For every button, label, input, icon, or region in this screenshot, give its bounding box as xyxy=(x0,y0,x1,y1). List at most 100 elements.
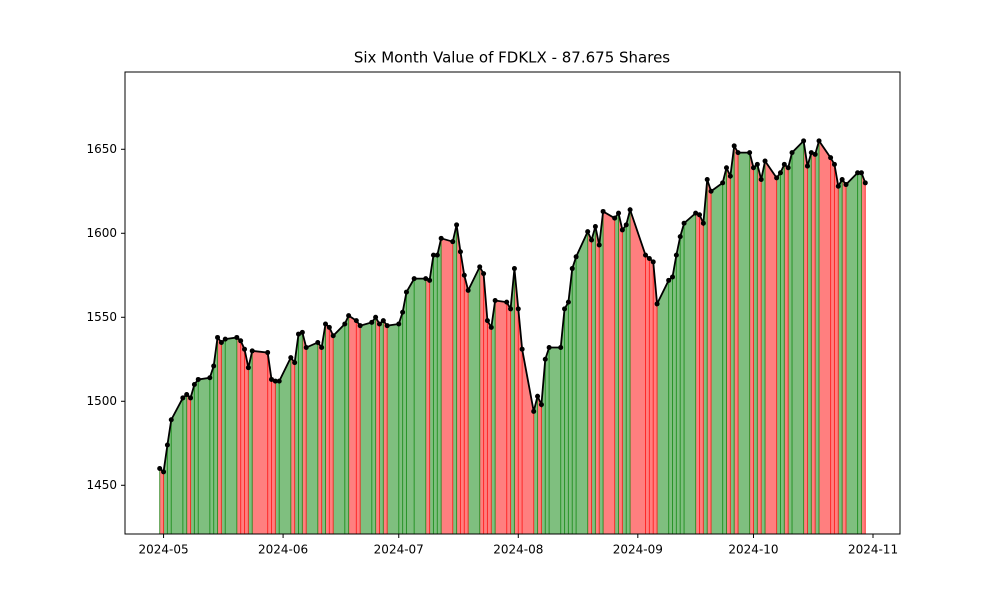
y-tick-label: 1450 xyxy=(86,478,117,492)
value-point xyxy=(157,465,163,471)
change-area xyxy=(622,224,627,534)
change-area xyxy=(514,268,519,534)
change-area xyxy=(846,172,858,535)
change-area xyxy=(321,324,326,534)
value-point xyxy=(218,339,224,345)
change-area xyxy=(834,164,839,534)
change-area xyxy=(182,394,187,534)
change-area xyxy=(294,334,299,534)
change-area xyxy=(348,315,357,534)
value-point xyxy=(215,334,221,340)
change-area xyxy=(429,255,434,534)
change-area xyxy=(333,324,345,534)
change-area xyxy=(159,468,164,534)
value-point xyxy=(299,329,305,335)
value-point xyxy=(330,333,336,339)
value-point xyxy=(619,227,625,233)
value-point xyxy=(754,161,760,167)
change-area xyxy=(699,214,704,535)
value-point xyxy=(862,180,868,186)
change-area xyxy=(190,384,195,534)
value-point xyxy=(492,297,498,303)
change-area xyxy=(614,213,619,534)
value-point xyxy=(531,408,537,414)
change-area xyxy=(603,211,615,534)
value-point xyxy=(450,239,456,245)
value-point xyxy=(238,338,244,344)
value-point xyxy=(384,323,390,329)
value-point xyxy=(430,252,436,258)
value-point xyxy=(677,234,683,240)
value-point xyxy=(195,376,201,382)
value-point xyxy=(835,183,841,189)
change-area xyxy=(653,261,658,534)
change-area xyxy=(329,327,334,534)
value-point xyxy=(735,150,741,156)
value-point xyxy=(184,392,190,398)
change-area xyxy=(722,167,727,534)
change-area xyxy=(267,352,272,534)
change-area xyxy=(456,224,461,534)
value-point xyxy=(700,220,706,226)
value-point xyxy=(249,348,255,354)
value-point xyxy=(762,158,768,164)
change-area xyxy=(695,213,700,534)
change-area xyxy=(483,273,488,534)
change-area xyxy=(371,317,376,534)
value-point xyxy=(461,272,467,278)
value-point xyxy=(519,346,525,352)
value-point xyxy=(720,180,726,186)
change-area xyxy=(518,308,523,534)
chart-title: Six Month Value of FDKLX - 87.675 Shares xyxy=(354,49,670,67)
change-area xyxy=(248,350,253,534)
value-point xyxy=(346,313,352,319)
change-area xyxy=(587,231,592,534)
change-area xyxy=(776,172,781,535)
change-area xyxy=(668,276,673,534)
change-area xyxy=(209,366,214,534)
x-tick-label: 2024-10 xyxy=(728,543,778,557)
value-point xyxy=(292,360,298,366)
value-point xyxy=(562,306,568,312)
change-area xyxy=(491,300,496,534)
change-area xyxy=(842,179,847,534)
value-point xyxy=(627,207,633,213)
value-point xyxy=(569,266,575,272)
value-point xyxy=(585,229,591,235)
value-point xyxy=(515,306,521,312)
change-area xyxy=(630,209,646,534)
change-area xyxy=(599,211,604,534)
change-area xyxy=(506,302,511,534)
change-area xyxy=(275,381,280,534)
change-area xyxy=(425,278,430,534)
change-area xyxy=(564,302,569,534)
change-area xyxy=(302,332,307,534)
value-point xyxy=(319,345,325,351)
change-area xyxy=(240,340,245,534)
value-point xyxy=(322,321,328,327)
change-area xyxy=(861,172,866,535)
x-tick-label: 2024-06 xyxy=(258,543,308,557)
value-point xyxy=(693,210,699,216)
value-point xyxy=(403,289,409,295)
change-area xyxy=(857,172,862,535)
change-area xyxy=(360,322,372,534)
value-point xyxy=(565,299,571,305)
value-point xyxy=(666,277,672,283)
value-point xyxy=(843,182,849,188)
value-point xyxy=(303,345,309,351)
change-area xyxy=(225,337,237,534)
change-area xyxy=(657,280,669,534)
change-area xyxy=(830,157,835,534)
change-area xyxy=(549,347,561,534)
change-area xyxy=(379,320,384,534)
x-tick-label: 2024-05 xyxy=(138,543,188,557)
value-point xyxy=(612,215,618,221)
change-area xyxy=(414,278,426,534)
value-point xyxy=(573,254,579,260)
change-area xyxy=(236,337,241,534)
y-tick-label: 1650 xyxy=(86,142,117,156)
x-tick-label: 2024-07 xyxy=(374,543,424,557)
change-area xyxy=(734,145,739,535)
value-point xyxy=(353,318,359,324)
